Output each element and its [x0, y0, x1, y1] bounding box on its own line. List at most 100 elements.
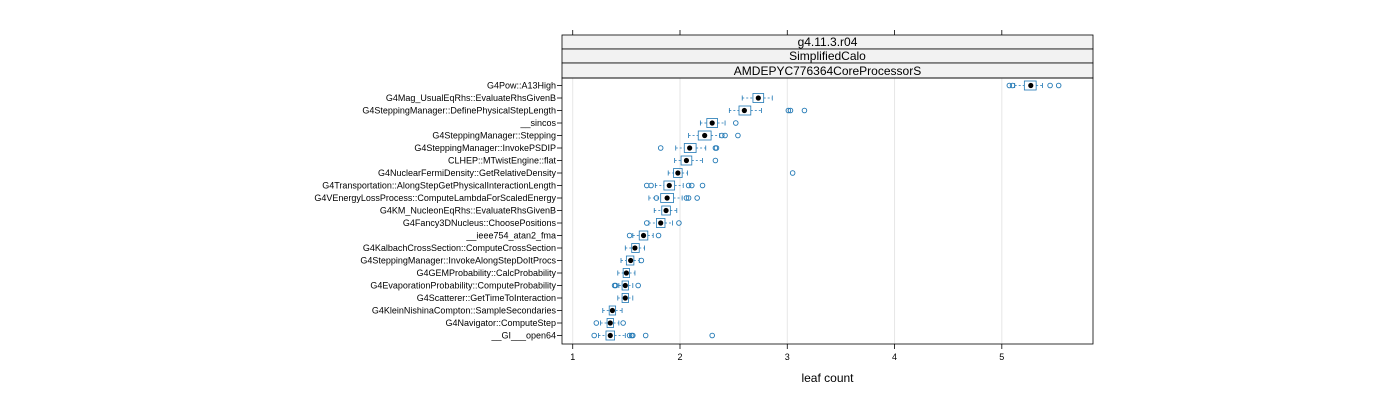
outlier-point [620, 320, 626, 326]
median-dot [609, 307, 616, 314]
box-group [728, 105, 808, 116]
x-tick-label: 2 [677, 352, 682, 362]
box-group [643, 218, 682, 228]
category-label: G4Pow::A13High [487, 81, 556, 91]
outlier-point [676, 220, 682, 226]
category-label: G4NuclearFermiDensity::GetRelativeDensit… [378, 168, 557, 178]
box-group [617, 268, 636, 278]
box-group [591, 330, 715, 341]
iqr-box [738, 105, 752, 116]
median-dot [607, 320, 613, 326]
median-dot [664, 195, 670, 201]
outlier-point [626, 332, 633, 339]
median-dot [702, 132, 708, 139]
outlier-point [1047, 82, 1053, 89]
category-label: CLHEP::MTwistEngine::flat [448, 156, 557, 166]
outlier-point [591, 332, 597, 339]
outlier-point [657, 145, 664, 151]
outlier-point [648, 182, 654, 189]
box-group [699, 118, 739, 128]
category-label: G4Transportation::AlongStepGetPhysicalIn… [322, 181, 556, 191]
iqr-box [605, 330, 615, 341]
outlier-point [694, 195, 700, 201]
iqr-box [606, 318, 614, 328]
box-group [593, 318, 626, 328]
iqr-box [752, 93, 765, 103]
iqr-box [621, 280, 629, 291]
median-dot [623, 270, 629, 276]
outlier-point [1009, 82, 1016, 89]
panel-strips: g4.11.3.r04 SimplifiedCalo AMDEPYC776364… [561, 34, 1094, 79]
iqr-box [683, 143, 697, 153]
outlier-point [735, 132, 741, 139]
category-label: G4Fancy3DNucleus::ChoosePositions [403, 218, 557, 228]
box-group [688, 130, 741, 141]
median-dot [607, 332, 613, 339]
outlier-point [630, 332, 636, 339]
category-label: __GI___open64 [490, 331, 556, 341]
median-dot [640, 232, 647, 239]
category-label: G4SteppingManager::DefinePhysicalStepLen… [362, 106, 556, 116]
iqr-box [656, 218, 666, 228]
iqr-box [622, 268, 630, 278]
x-axis-title: leaf count [801, 371, 854, 385]
category-label: G4KalbachCrossSection::ComputeCrossSecti… [363, 243, 556, 253]
iqr-box [625, 255, 635, 266]
outlier-point [685, 182, 692, 189]
iqr-box [1023, 80, 1037, 91]
outlier-point [713, 145, 720, 151]
x-tick-label: 5 [999, 352, 1004, 362]
category-labels: G4Pow::A13HighG4Mag_UsualEqRhs::Evaluate… [314, 81, 562, 341]
category-label: G4Scatterer::GetTimeToInteraction [417, 293, 556, 303]
outlier-point [685, 195, 692, 201]
box-group [648, 193, 700, 203]
category-label: G4EvaporationProbability::ComputeProbabi… [370, 281, 556, 291]
iqr-box [621, 293, 629, 303]
outlier-point [655, 232, 662, 239]
outlier-point [785, 107, 792, 114]
box-group [741, 93, 773, 103]
boxes [591, 80, 1062, 341]
category-label: G4KM_NucleonEqRhs::EvaluateRhsGivenB [380, 206, 556, 216]
outlier-point [593, 320, 600, 326]
outlier-point [638, 257, 645, 264]
outlier-point [642, 332, 649, 339]
outlier-point [722, 132, 728, 139]
outlier-point [653, 195, 660, 201]
median-dot [741, 107, 747, 114]
category-label: __sincos [519, 118, 556, 128]
outlier-point [801, 107, 808, 114]
outlier-point [612, 282, 619, 289]
outlier-point [789, 170, 796, 176]
box-group [620, 255, 645, 266]
box-group [626, 230, 662, 241]
iqr-box [706, 118, 718, 128]
median-dot [709, 120, 715, 126]
outlier-point [1006, 82, 1013, 89]
median-dot [666, 182, 672, 189]
category-label: G4SteppingManager::Stepping [432, 131, 556, 141]
outlier-point [709, 332, 715, 339]
iqr-box [608, 305, 617, 316]
median-dot [622, 282, 628, 289]
iqr-box [680, 155, 693, 166]
strip-label-3: AMDEPYC776364CoreProcessorS [734, 64, 921, 78]
category-label: __ieee754_atan2_fma [465, 231, 556, 241]
outlier-point [712, 157, 719, 164]
median-dot [658, 220, 664, 226]
box-group [653, 205, 678, 216]
box-group [1006, 80, 1062, 91]
outlier-point [733, 120, 739, 126]
plot-frame [561, 77, 1094, 345]
outlier-point [643, 220, 650, 226]
box-group [624, 243, 645, 253]
x-axis: 1 2 3 4 5 [570, 30, 1004, 362]
iqr-box [661, 205, 671, 216]
box-group [667, 168, 796, 178]
box-group [643, 180, 706, 191]
iqr-box [663, 180, 676, 191]
x-tick-label: 3 [785, 352, 790, 362]
median-dot [663, 207, 669, 214]
median-dot [675, 170, 681, 176]
strip-label-2: SimplifiedCalo [789, 49, 866, 63]
